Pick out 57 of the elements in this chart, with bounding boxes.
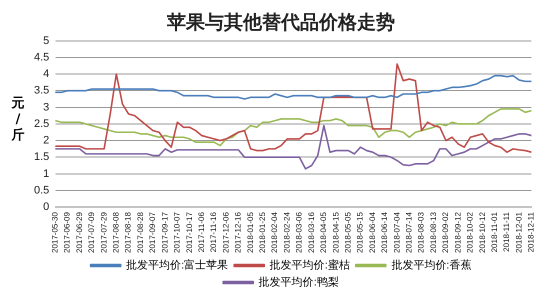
x-tick-label: 2017-07-29	[99, 212, 108, 253]
x-tick-label: 2017-10-07	[172, 212, 182, 253]
y-tick-label: 3	[43, 101, 50, 114]
x-tick-label: 2017-11-06	[196, 212, 206, 252]
y-tick-label: 2	[43, 134, 50, 147]
x-tick-label: 2018-02-04	[270, 212, 280, 253]
x-tick-label: 2018-04-15	[331, 212, 340, 253]
y-tick-label: 0.5	[34, 184, 50, 196]
y-tick-label: 4.5	[34, 51, 50, 64]
x-tick-label: 2017-09-07	[148, 212, 158, 253]
x-tick-label: 2017-10-17	[184, 212, 194, 253]
x-tick-label: 2018-01-25	[258, 212, 268, 253]
x-tick-label: 2018-08-13	[428, 212, 438, 253]
x-tick-label: 2018-10-02	[466, 212, 475, 253]
x-tick-label: 2017-08-28	[136, 212, 145, 253]
x-tick-label: 2017-08-18	[124, 212, 133, 253]
x-tick-label: 2017-06-29	[74, 212, 84, 253]
y-axis-title: 元/斤	[10, 96, 26, 144]
x-tick-label: 2018-06-14	[380, 212, 390, 253]
legend-label: 批发平均价:富士苹果	[126, 258, 228, 272]
x-tick-label: 2018-09-02	[441, 212, 450, 253]
x-tick-label: 2018-12-01	[514, 212, 524, 253]
x-tick-label: 2017-05-30	[50, 212, 60, 253]
x-tick-label: 2018-11-01	[490, 212, 499, 252]
x-tick-label: 2018-12-11	[526, 212, 536, 252]
x-tick-label: 2017-06-09	[62, 212, 72, 253]
legend-label: 批发平均价:香蕉	[391, 258, 472, 272]
x-tick-label: 2018-04-05	[319, 212, 328, 253]
x-tick-label: 2018-10-12	[478, 212, 487, 253]
x-tick-label: 2018-03-16	[306, 212, 316, 253]
chart-title: 苹果与其他替代品价格走势	[166, 11, 395, 34]
x-tick-label: 2017-12-06	[221, 212, 230, 253]
y-tick-label: 3.5	[34, 84, 50, 97]
x-tick-label: 2018-06-04	[368, 212, 377, 253]
y-tick-label: 2.5	[34, 118, 50, 130]
x-tick-label: 2017-08-08	[112, 212, 121, 253]
x-tick-label: 2017-12-16	[234, 212, 243, 253]
x-tick-label: 2018-11-11	[502, 212, 512, 252]
x-tick-label: 2018-08-03	[416, 212, 426, 253]
y-tick-label: 1.5	[34, 151, 50, 164]
x-tick-label: 2018-01-05	[246, 212, 255, 253]
x-tick-label: 2018-05-05	[343, 212, 352, 253]
x-tick-label: 2018-09-12	[453, 212, 462, 253]
x-tick-label: 2017-09-17	[160, 212, 170, 253]
x-tick-label: 2018-02-24	[282, 212, 292, 253]
y-tick-label: 4	[43, 68, 50, 80]
legend-label: 批发平均价:蜜桔	[270, 258, 350, 272]
y-tick-label: 0	[43, 201, 50, 214]
x-tick-label: 2018-03-06	[294, 212, 304, 253]
x-tick-label: 2018-05-15	[356, 212, 365, 253]
legend-label: 批发平均价:鸭梨	[258, 276, 339, 289]
x-tick-label: 2017-11-16	[209, 212, 218, 252]
x-tick-label: 2018-07-04	[392, 212, 402, 253]
y-tick-label: 5	[43, 34, 50, 47]
y-tick-label: 1	[43, 168, 50, 180]
x-tick-label: 2017-07-09	[87, 212, 96, 253]
x-tick-label: 2018-07-14	[404, 212, 414, 253]
